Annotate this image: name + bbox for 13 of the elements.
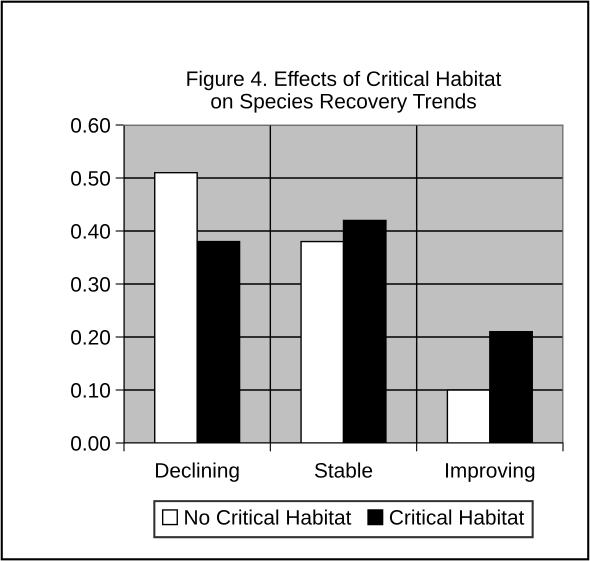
y-tick-label: 0.30 (71, 277, 110, 292)
y-tick-label: 0.00 (71, 436, 110, 451)
chart-title: Figure 4. Effects of Critical Habitat on Species Recovery Trends (187, 70, 502, 113)
y-tick-label: 0.60 (71, 118, 110, 133)
y-tick-label: 0.10 (71, 383, 110, 398)
legend-label: Critical Habitat (390, 509, 524, 525)
x-tick-label: Improving (446, 462, 534, 482)
y-tick-label: 0.20 (71, 330, 110, 345)
y-tick-label: 0.40 (71, 224, 110, 239)
y-tick-label: 0.50 (71, 171, 110, 186)
x-tick-label: Stable (314, 462, 372, 478)
x-tick-label: Declining (156, 462, 239, 482)
legend-label: No Critical Habitat (185, 509, 352, 525)
